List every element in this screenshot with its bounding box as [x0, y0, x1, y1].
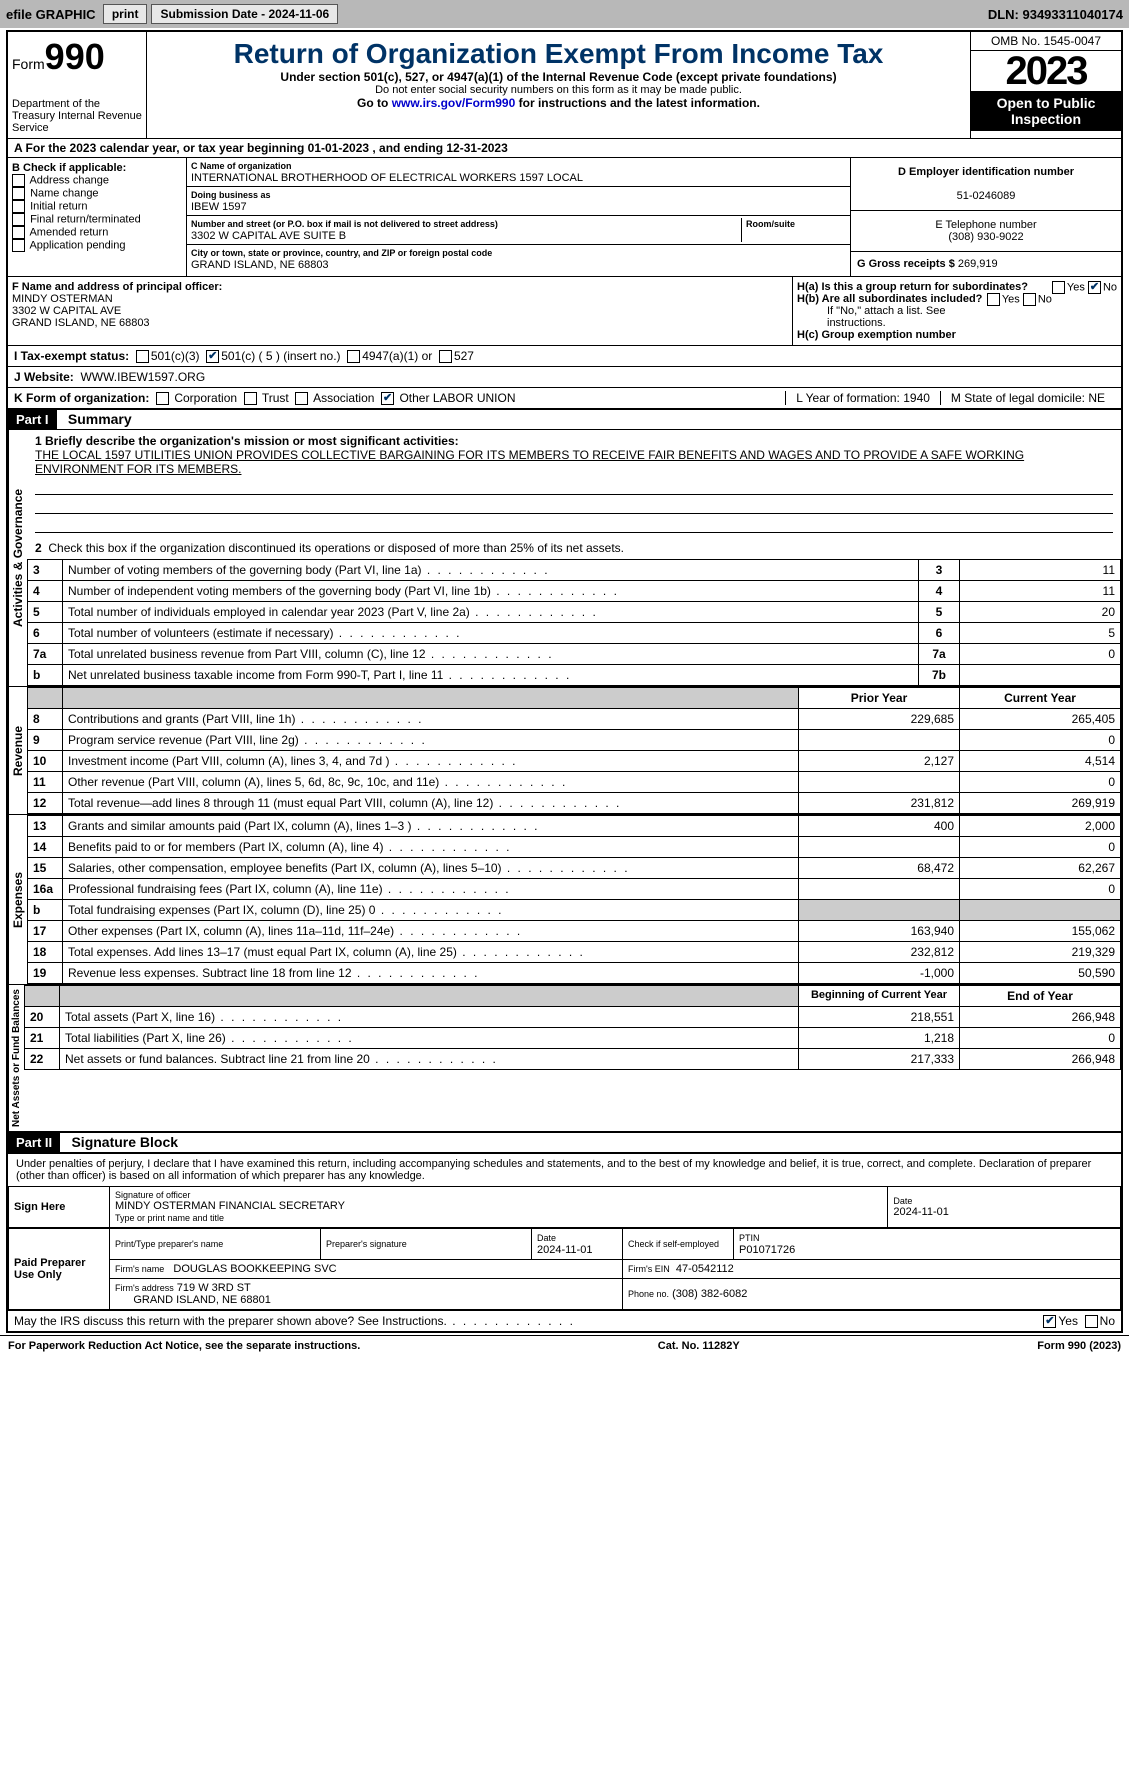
form-container: Form990 Department of the Treasury Inter…: [6, 30, 1123, 1333]
subtitle-2: Do not enter social security numbers on …: [153, 84, 964, 96]
side-net-assets: Net Assets or Fund Balances: [8, 985, 24, 1131]
officer-name: MINDY OSTERMAN: [12, 293, 113, 305]
instructions-link-row: Go to www.irs.gov/Form990 for instructio…: [153, 96, 964, 110]
submission-date: Submission Date - 2024-11-06: [151, 4, 338, 24]
state-domicile: M State of legal domicile: NE: [940, 391, 1115, 405]
revenue-table: Prior YearCurrent Year 8Contributions an…: [27, 687, 1121, 814]
telephone: (308) 930-9022: [948, 231, 1023, 243]
part-1-label: Part I: [8, 410, 57, 429]
mission-text: THE LOCAL 1597 UTILITIES UNION PROVIDES …: [35, 448, 1024, 476]
governance-table: 3Number of voting members of the governi…: [27, 559, 1121, 686]
part-2-label: Part II: [8, 1133, 60, 1152]
efile-label: efile GRAPHIC: [6, 7, 96, 22]
form-title: Return of Organization Exempt From Incom…: [153, 38, 964, 70]
side-governance: Activities & Governance: [8, 430, 27, 686]
website: WWW.IBEW1597.ORG: [80, 370, 205, 384]
part-2-title: Signature Block: [63, 1134, 178, 1150]
net-assets-table: Beginning of Current YearEnd of Year 20T…: [24, 985, 1121, 1070]
page-footer: For Paperwork Reduction Act Notice, see …: [0, 1335, 1129, 1356]
public-inspection: Open to Public Inspection: [971, 91, 1121, 131]
city-address: GRAND ISLAND, NE 68803: [191, 259, 329, 271]
row-a-period: A For the 2023 calendar year, or tax yea…: [8, 138, 1121, 157]
year-formation: L Year of formation: 1940: [785, 391, 940, 405]
side-revenue: Revenue: [8, 687, 27, 814]
subtitle-1: Under section 501(c), 527, or 4947(a)(1)…: [153, 70, 964, 84]
col-b-checkboxes: B Check if applicable: Address change Na…: [8, 158, 187, 276]
dba: IBEW 1597: [191, 201, 247, 213]
form-number: Form990: [12, 36, 142, 78]
print-button[interactable]: print: [103, 4, 148, 24]
street-address: 3302 W CAPITAL AVE SUITE B: [191, 230, 346, 242]
gross-receipts: 269,919: [958, 258, 998, 270]
ein: 51-0246089: [957, 190, 1016, 202]
top-bar: efile GRAPHIC print Submission Date - 20…: [0, 0, 1129, 28]
dept-label: Department of the Treasury Internal Reve…: [12, 98, 142, 134]
signature-declaration: Under penalties of perjury, I declare th…: [8, 1152, 1121, 1186]
form-header: Form990 Department of the Treasury Inter…: [8, 32, 1121, 138]
tax-year: 2023: [971, 51, 1121, 91]
expenses-table: 13Grants and similar amounts paid (Part …: [27, 815, 1121, 984]
discuss-question: May the IRS discuss this return with the…: [14, 1314, 1043, 1328]
part-1-title: Summary: [60, 411, 132, 427]
sign-here-table: Sign Here Signature of officer MINDY OST…: [8, 1186, 1121, 1228]
paid-preparer-table: Paid Preparer Use Only Print/Type prepar…: [8, 1228, 1121, 1310]
dln-label: DLN: 93493311040174: [988, 7, 1123, 22]
org-name: INTERNATIONAL BROTHERHOOD OF ELECTRICAL …: [191, 172, 583, 184]
irs-link[interactable]: www.irs.gov/Form990: [392, 96, 516, 110]
side-expenses: Expenses: [8, 815, 27, 984]
